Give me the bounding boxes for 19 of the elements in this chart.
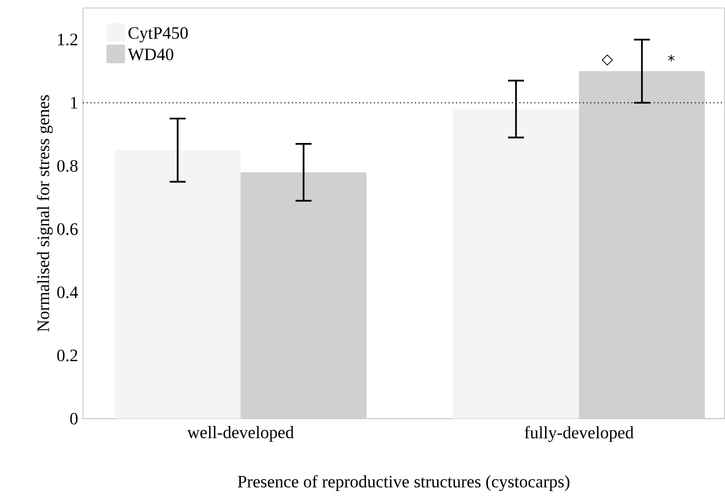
y-tick-label: 0.6 bbox=[57, 223, 78, 236]
bar bbox=[453, 109, 579, 419]
bar bbox=[240, 172, 367, 419]
x-tick-label: fully-developed bbox=[524, 426, 634, 442]
x-tick-label: well-developed bbox=[187, 426, 294, 442]
legend-label: WD40 bbox=[128, 48, 174, 61]
bar bbox=[578, 71, 705, 419]
annotation: ◇ bbox=[602, 54, 613, 66]
y-tick-label: 0 bbox=[70, 413, 78, 425]
y-axis-title: Normalised signal for stress genes bbox=[36, 95, 53, 332]
y-tick-label: 0.4 bbox=[57, 286, 78, 298]
y-tick-label: 0.2 bbox=[57, 350, 78, 362]
x-axis-title: Presence of reproductive structures (cystocarps) bbox=[238, 475, 570, 492]
bar bbox=[114, 150, 241, 419]
legend-label: CytP450 bbox=[128, 27, 188, 43]
y-tick-label: 0.8 bbox=[57, 160, 78, 172]
y-tick-label: 1.2 bbox=[58, 34, 78, 46]
y-tick-label: 1 bbox=[71, 97, 78, 109]
annotation: * bbox=[668, 54, 674, 62]
